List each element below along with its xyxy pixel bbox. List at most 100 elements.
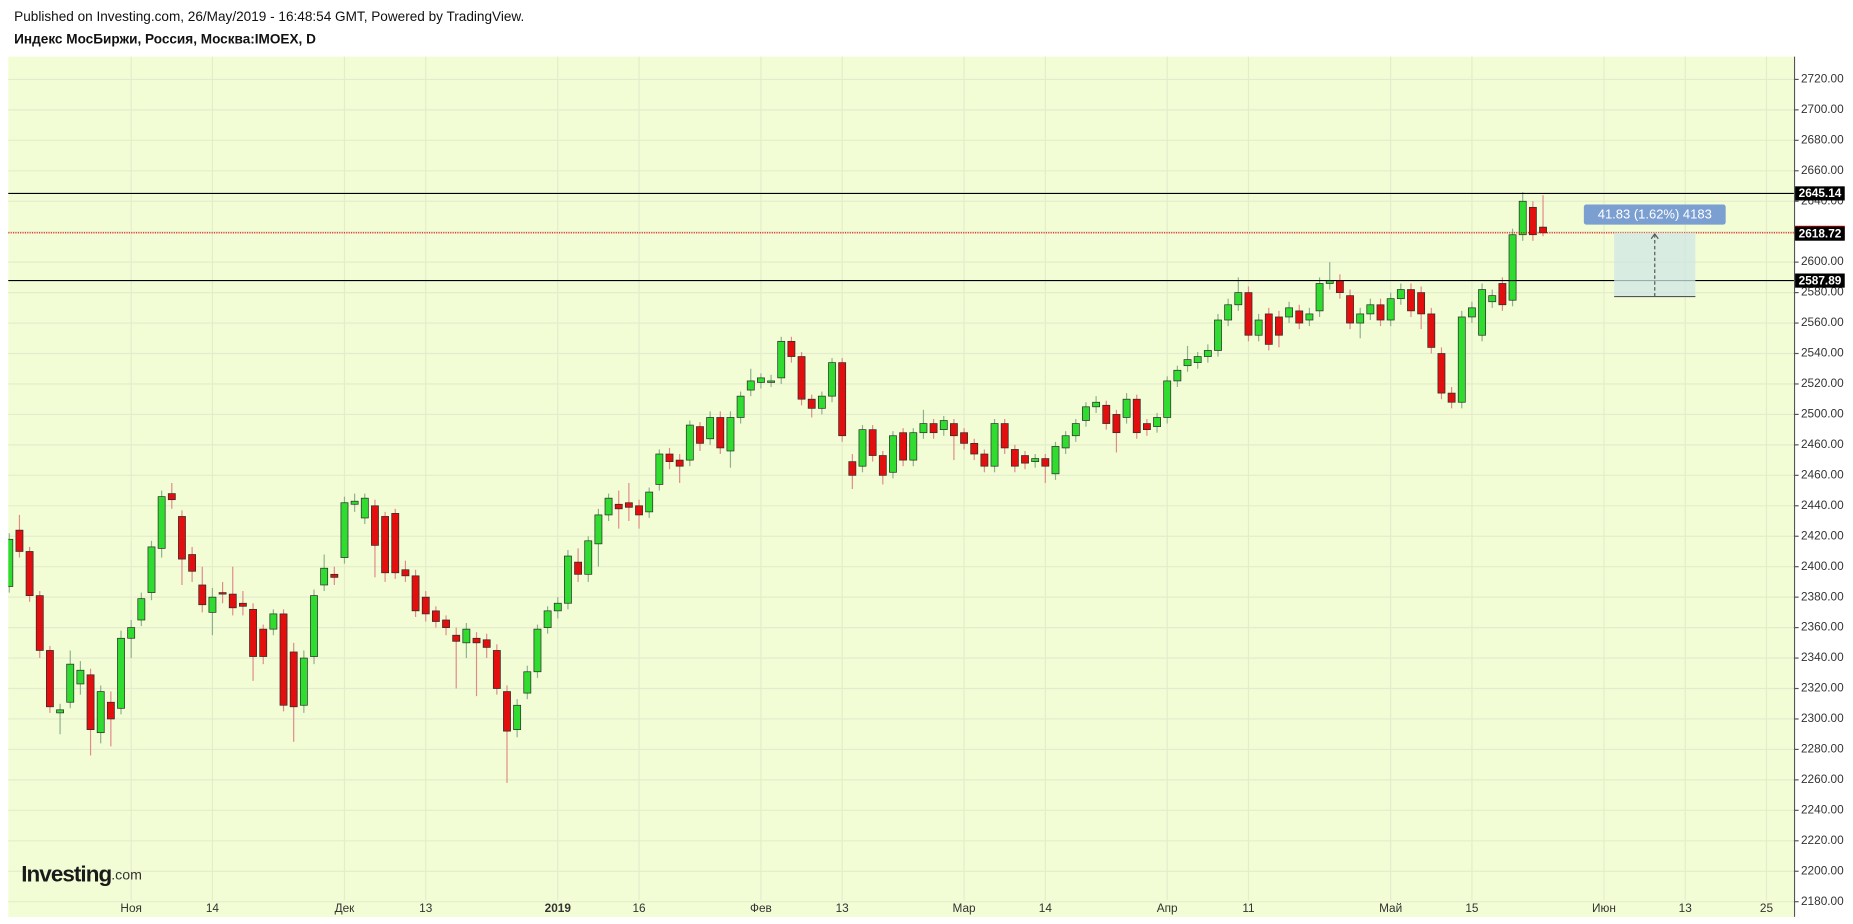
- candle-body: [655, 453, 664, 485]
- price-tag-label: 2645.14: [1799, 186, 1842, 200]
- measure-label: 41.83 (1.62%) 4183: [1598, 207, 1712, 222]
- candle-body: [1244, 292, 1253, 336]
- candle-body: [1112, 414, 1121, 434]
- candle-body: [1193, 356, 1202, 363]
- y-tick-label: 2240.00: [1801, 802, 1844, 816]
- candle-body: [746, 380, 755, 391]
- candle-body: [96, 691, 105, 734]
- candle-body: [919, 423, 928, 434]
- y-tick-label: 2520.00: [1801, 376, 1844, 390]
- candle-body: [635, 505, 643, 516]
- candle-body: [1214, 319, 1222, 351]
- candle-body: [289, 651, 298, 708]
- candle-body: [360, 497, 369, 519]
- candle-body: [442, 619, 450, 628]
- candle-body: [472, 637, 481, 644]
- candle-body: [299, 657, 308, 706]
- candle-body: [1539, 226, 1547, 234]
- candle-body: [807, 398, 816, 409]
- candle-body: [167, 493, 176, 501]
- candle-body: [1082, 406, 1090, 421]
- x-tick-label: 14: [206, 901, 220, 915]
- candle-body: [1122, 398, 1131, 418]
- candle-body: [1010, 449, 1019, 467]
- plot-background: [8, 56, 1794, 917]
- candle-body: [1041, 458, 1050, 467]
- x-tick-label: 13: [419, 901, 433, 915]
- candle-body: [1254, 319, 1263, 336]
- y-tick-label: 2380.00: [1801, 589, 1844, 603]
- candle-body: [848, 461, 857, 476]
- candle-body: [391, 513, 400, 574]
- y-tick-label: 2600.00: [1801, 254, 1844, 268]
- candle-body: [86, 674, 95, 730]
- candle-body: [929, 423, 938, 434]
- x-tick-label: 15: [1465, 901, 1479, 915]
- candle-body: [1447, 392, 1456, 403]
- candle-body: [279, 613, 288, 706]
- candle-body: [1376, 304, 1385, 321]
- x-tick-label: Май: [1379, 901, 1402, 915]
- candle-body: [1234, 292, 1243, 306]
- candle-body: [1518, 200, 1527, 236]
- published-line: Published on Investing.com, 26/May/2019 …: [14, 9, 524, 24]
- y-tick-label: 2460.00: [1801, 467, 1844, 481]
- y-tick-label: 2340.00: [1801, 650, 1844, 664]
- candle-body: [817, 395, 826, 409]
- y-tick-label: 2360.00: [1801, 620, 1844, 634]
- candle-body: [8, 538, 14, 587]
- candle-body: [1478, 289, 1486, 336]
- candle-body: [340, 502, 349, 558]
- candle-body: [117, 637, 125, 709]
- price-tag-label: 2587.89: [1799, 273, 1842, 287]
- candle-body: [421, 596, 430, 615]
- candle-body: [401, 569, 410, 577]
- candle-body: [543, 610, 552, 628]
- candle-body: [310, 595, 318, 657]
- candle-body: [1000, 423, 1009, 449]
- candle-body: [462, 628, 471, 644]
- candle-body: [188, 554, 197, 572]
- candle-body: [1346, 295, 1354, 324]
- candle-body: [970, 442, 979, 455]
- candle-body: [665, 453, 674, 462]
- candle-body: [320, 567, 329, 586]
- x-tick-label: 25: [1760, 901, 1774, 915]
- candle-body: [259, 628, 268, 657]
- candle-body: [1071, 423, 1080, 437]
- candle-body: [675, 459, 684, 467]
- candle-body: [1468, 307, 1476, 318]
- candle-body: [249, 608, 257, 657]
- candle-body: [1528, 206, 1537, 236]
- y-tick-label: 2660.00: [1801, 163, 1844, 177]
- candle-body: [1335, 280, 1344, 293]
- candle-body: [1295, 310, 1304, 324]
- candle-body: [584, 540, 593, 575]
- y-tick-label: 2720.00: [1801, 72, 1844, 86]
- candle-body: [25, 551, 34, 596]
- y-tick-label: 2680.00: [1801, 132, 1844, 146]
- candle-body: [553, 602, 562, 612]
- y-tick-label: 2540.00: [1801, 346, 1844, 360]
- y-tick-label: 2400.00: [1801, 559, 1844, 573]
- candle-body: [1031, 458, 1040, 462]
- x-tick-label: Ноя: [120, 901, 141, 915]
- logo: Investing.com: [21, 862, 142, 887]
- candle-body: [1417, 292, 1426, 315]
- candle-body: [1203, 350, 1212, 357]
- y-tick-label: 2320.00: [1801, 681, 1844, 695]
- x-tick-label: 13: [1679, 901, 1693, 915]
- candle-body: [960, 432, 968, 444]
- x-tick-label: 16: [632, 901, 646, 915]
- candle-body: [431, 610, 440, 622]
- y-tick-label: 2260.00: [1801, 772, 1844, 786]
- candle-body: [787, 340, 796, 357]
- candle-body: [371, 505, 379, 546]
- measure-label-bg: [1583, 204, 1726, 225]
- candle-body: [228, 593, 237, 609]
- price-tag: [1795, 273, 1845, 288]
- x-tick-label: Дек: [335, 901, 356, 915]
- candle-body: [706, 417, 715, 440]
